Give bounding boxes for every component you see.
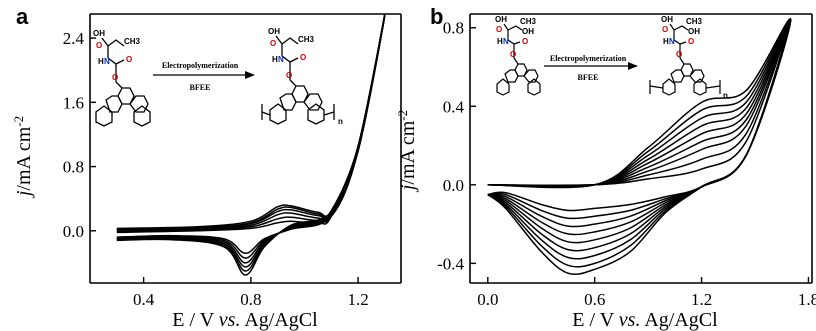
panel-a-atom-o2: O [126, 55, 132, 64]
panel-b-letter: b [430, 4, 443, 29]
panel-a-xtick-label: 0.4 [133, 290, 155, 309]
panel-a-ytick-label: 1.6 [63, 93, 84, 112]
panel-b-xtick-label: 1.8 [798, 290, 816, 309]
panel-a-atom-n: N [104, 57, 110, 66]
panel-a-arrow-head [245, 71, 255, 79]
panel-a-atom-h: H [98, 57, 104, 66]
panel-a-cv-cycle-5 [116, 14, 386, 272]
panel-b-arrow-label-bottom: BFEE [578, 73, 599, 82]
panel-b-arrow-head [628, 62, 638, 70]
panel-a-ylabel-exponent: -2 [11, 116, 26, 127]
panel-a-ytick-label: 2.4 [63, 29, 85, 48]
panel-b-polymer-subscript: n [723, 91, 728, 100]
panel-b-cv-cycle-5 [487, 19, 792, 244]
panel-b-ytick-label: 0.4 [443, 97, 465, 116]
panel-a-xtick-label: 1.2 [347, 290, 368, 309]
panel-a-atom-o1: O [96, 41, 102, 50]
panel-b-ticks: 0.0 0.6 1.2 1.8 -0.4 0.0 0.4 0.8 [437, 19, 816, 309]
panel-b-atom-oh2: OH [522, 27, 534, 36]
panel-a-cv-cycle-1 [116, 14, 386, 255]
panel-b-xlabel-part2: Ag/AgCl [640, 309, 718, 331]
panel-a-xtick-label: 0.8 [240, 290, 261, 309]
panel-a-cv-cycle-6 [116, 14, 386, 276]
panel-b-ylabel: j/mA cm-2 [395, 110, 420, 193]
panel-a-cv-cycle-3 [116, 14, 386, 264]
panel-b-atom-o2: O [522, 37, 528, 46]
panel-a-polymer-atom-oh: OH [268, 27, 280, 36]
panel-b-xtick-label: 0.0 [477, 290, 498, 309]
panel-b-xtick-label: 0.6 [584, 290, 605, 309]
panel-b-polymer-atom-oh: OH [661, 15, 673, 24]
panel-b-cv-cycle-3 [487, 19, 792, 228]
panel-a-cv-cycle-4 [116, 14, 386, 268]
panel-a-xlabel-part2: Ag/AgCl [240, 309, 318, 331]
panel-b-polymer-atom-oh2: OH [688, 27, 700, 36]
panel-b-ytick-label: 0.0 [443, 176, 464, 195]
panel-a-polymer-structure [261, 35, 335, 125]
panel-a-arrow-label-bottom: BFEE [190, 83, 211, 92]
panel-a-monomer-structure [95, 37, 151, 127]
panel-b-polymer-atom-o1: O [662, 25, 668, 34]
panel-b-arrow-label-top: Electropolymerization [550, 54, 627, 63]
panel-a: a 0.4 0.8 1.2 0.0 0.8 1.6 2.4 j/mA cm-2 E / V … [11, 4, 402, 331]
panel-a-ylabel: j/mA cm-2 [11, 116, 36, 199]
panel-b-cv-cycle-9 [487, 18, 792, 276]
panel-a-ytick-label: 0.8 [63, 158, 84, 177]
panel-a-xlabel-part1: E / V [172, 309, 219, 331]
panel-b-series-group [487, 18, 792, 276]
panel-a-polymer-atom-n: N [278, 55, 284, 64]
panel-b-reaction-scheme: OH O N H CH3 OH O O Electropolymerizatio… [495, 15, 728, 100]
panel-a-cv-cycle-2 [116, 14, 386, 259]
panel-b-xlabel: E / V vs. Ag/AgCl [572, 309, 718, 331]
panel-a-polymer-subscript: n [338, 117, 343, 126]
panel-b-atom-o3: O [510, 50, 516, 59]
panel-a-ytick-label: 0.0 [63, 222, 84, 241]
panel-a-ticks: 0.4 0.8 1.2 0.0 0.8 1.6 2.4 [63, 29, 369, 309]
panel-b-frame [469, 13, 813, 284]
panel-b: b 0.0 0.6 1.2 1.8 -0.4 0.0 0.4 0.8 j/mA cm-2 E … [395, 4, 816, 331]
panel-b-polymer-atom-o2: O [688, 37, 694, 46]
panel-b-atom-h: H [497, 37, 503, 46]
panel-b-atom-o1: O [496, 25, 502, 34]
panel-a-ylabel-symbol: j [13, 190, 35, 199]
panel-b-polymer-atom-n: N [669, 37, 675, 46]
panel-b-xtick-label: 1.2 [691, 290, 712, 309]
panel-b-cv-cycle-2 [487, 19, 792, 220]
panel-a-ylabel-unit: /mA cm [13, 126, 35, 190]
panel-a-series-group [116, 14, 386, 276]
panel-a-atom-oh: OH [93, 29, 105, 38]
panel-a-polymer-atom-o2: O [300, 53, 306, 62]
panel-b-polymer-atom-o3: O [676, 50, 682, 59]
panel-b-ylabel-exponent: -2 [395, 110, 410, 121]
panel-b-ylabel-symbol: j [397, 184, 419, 193]
panel-b-ytick-label: 0.8 [443, 19, 464, 38]
panel-a-xlabel: E / V vs. Ag/AgCl [172, 309, 318, 331]
panel-b-atom-oh: OH [495, 15, 507, 24]
panel-a-polymer-atom-h: H [272, 55, 278, 64]
panel-b-atom-n: N [503, 37, 509, 46]
panel-a-letter: a [16, 4, 29, 29]
panel-a-polymer-atom-ch3: CH3 [298, 35, 315, 44]
panel-b-xlabel-part1: E / V [572, 309, 619, 331]
panel-a-reaction-scheme: OH O N H CH3 O O Electropolymerization B… [93, 27, 343, 127]
panel-a-frame [89, 13, 402, 284]
panel-b-polymer-atom-h: H [663, 37, 669, 46]
panel-a-arrow-label-top: Electropolymerization [162, 61, 239, 70]
panel-a-polymer-atom-o1: O [270, 39, 276, 48]
panel-a-atom-o3: O [112, 73, 118, 82]
panel-b-monomer-structure [496, 23, 541, 96]
panel-b-polymer-atom-ch3: CH3 [686, 17, 703, 26]
panel-b-atom-ch3: CH3 [520, 17, 537, 26]
panel-b-xlabel-vs: vs. [619, 309, 641, 331]
panel-a-xlabel-vs: vs. [219, 309, 241, 331]
panel-b-ylabel-unit: /mA cm [397, 120, 419, 184]
panel-b-ytick-label: -0.4 [437, 254, 464, 273]
panel-a-polymer-atom-o3: O [286, 71, 292, 80]
panel-a-atom-ch3: CH3 [124, 37, 141, 46]
panel-b-polymer-structure [649, 23, 721, 96]
